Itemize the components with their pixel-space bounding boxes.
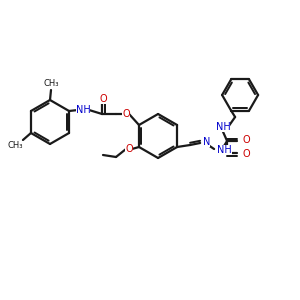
Text: N: N <box>203 137 211 147</box>
Text: O: O <box>122 109 130 119</box>
Text: O: O <box>99 94 107 104</box>
Text: CH₃: CH₃ <box>43 80 59 88</box>
Text: NH: NH <box>76 105 90 115</box>
Text: CH₃: CH₃ <box>7 140 23 149</box>
Text: O: O <box>242 149 250 159</box>
Text: NH: NH <box>217 145 232 155</box>
Text: O: O <box>125 144 133 154</box>
Text: O: O <box>242 135 250 145</box>
Text: NH: NH <box>216 122 230 132</box>
